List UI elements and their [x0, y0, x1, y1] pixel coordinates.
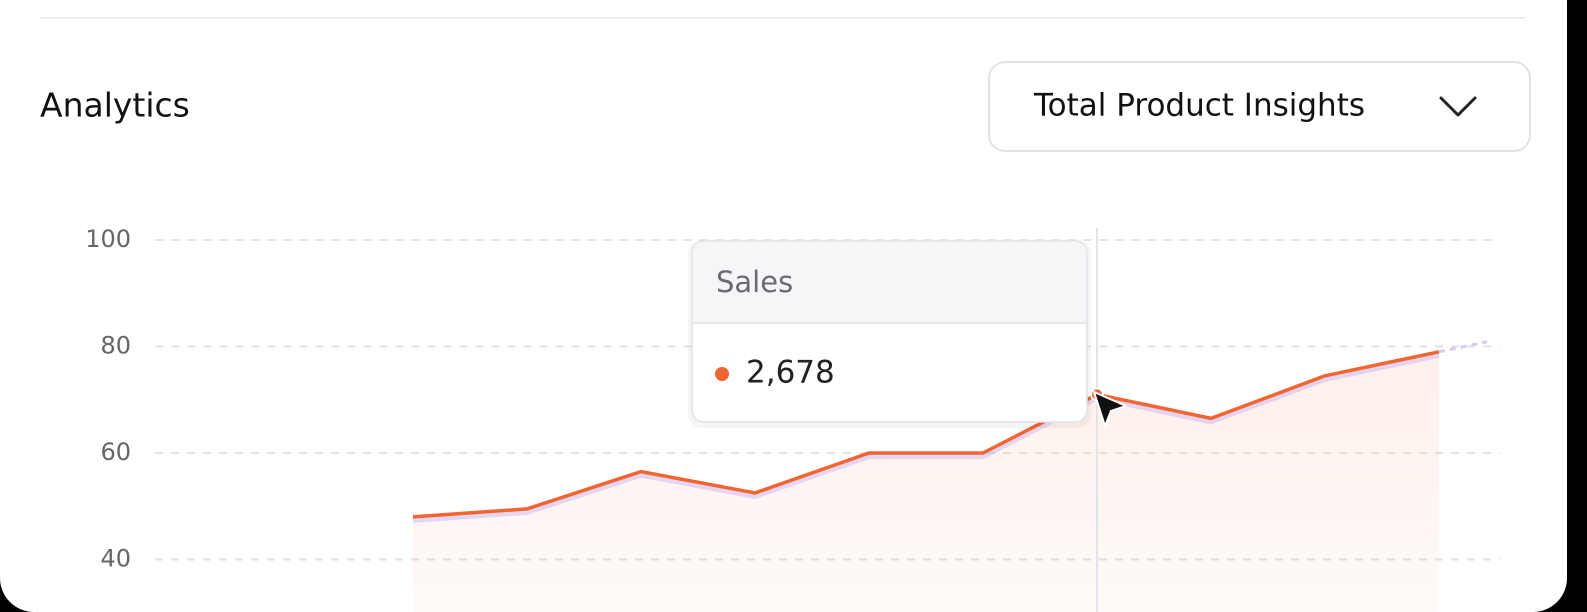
chevron-icon[interactable] — [1439, 96, 1477, 117]
y-tick-label: 80 — [100, 332, 131, 360]
y-tick-label: 100 — [85, 225, 131, 253]
tooltip-dot — [715, 367, 729, 381]
line — [412, 350, 1440, 519]
line-shadow — [412, 351, 1440, 523]
dropdown-label[interactable]: Total Product Insights — [1033, 88, 1365, 124]
plot: 40 60 80 100 Sales 2,678 — [85, 225, 1500, 612]
y-tick-label: 40 — [100, 545, 131, 573]
dropdown[interactable] — [988, 61, 1531, 152]
mouse-cursor — [1093, 391, 1127, 427]
y-tick-label: 60 — [100, 438, 131, 466]
tooltip-header — [693, 242, 1086, 323]
line-extension — [1438, 340, 1488, 354]
section-title: Analytics — [40, 86, 190, 125]
tooltip: Sales 2,678 — [688, 240, 1091, 428]
tooltip-value: 2,678 — [746, 355, 835, 391]
tooltip-title: Sales — [716, 265, 793, 299]
